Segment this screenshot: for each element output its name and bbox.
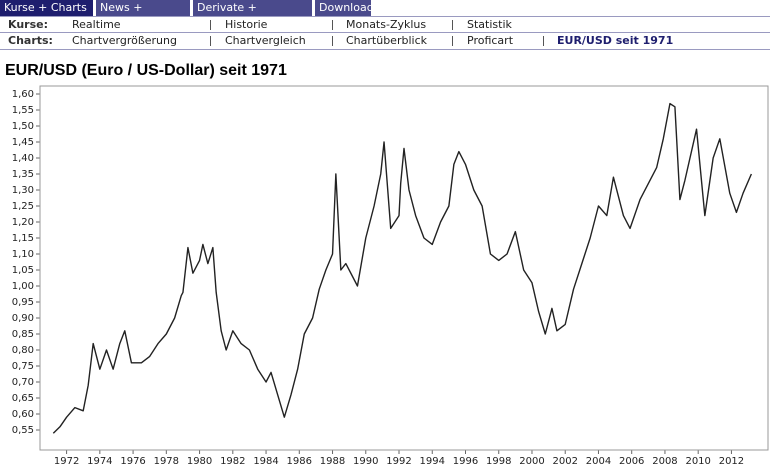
tab[interactable]: Derivate + Zertifikate bbox=[193, 0, 312, 30]
y-tick-label: 0,95 bbox=[12, 297, 34, 308]
separator bbox=[543, 36, 544, 46]
separator bbox=[452, 36, 453, 46]
y-tick-label: 1,25 bbox=[12, 201, 34, 212]
chart: 0,55 0,60 0,65 0,70 0,75 0,80 0,85 0,90 0,95 1,00… bbox=[12, 85, 769, 467]
nav-link[interactable]: Statistik bbox=[467, 18, 512, 31]
price-line bbox=[52, 102, 753, 434]
x-tick-label: 2012 bbox=[719, 456, 744, 467]
y-tick-label: 1,60 bbox=[12, 89, 34, 100]
x-tick-label: 2006 bbox=[619, 456, 644, 467]
y-tick-label: 0,75 bbox=[12, 361, 34, 372]
nav-row: Kurse: Realtime Historie Monats-Zyklus S… bbox=[0, 16, 770, 33]
x-tick-label: 1982 bbox=[220, 456, 245, 467]
y-tick-label: 1,55 bbox=[12, 105, 34, 116]
chart-title: EUR/USD (Euro / US-Dollar) seit 1971 bbox=[5, 62, 287, 79]
y-tick-label: 0,80 bbox=[12, 345, 34, 356]
y-tick-label: 1,10 bbox=[12, 249, 34, 260]
x-tick-label: 1990 bbox=[353, 456, 378, 467]
nav-label: Kurse: bbox=[8, 18, 48, 31]
separator bbox=[452, 20, 453, 30]
x-tick-label: 1972 bbox=[54, 456, 79, 467]
tab[interactable]: Download bbox=[315, 0, 374, 16]
y-tick-label: 1,40 bbox=[12, 153, 34, 164]
y-tick-label: 1,15 bbox=[12, 233, 34, 244]
y-tick-label: 0,65 bbox=[12, 393, 34, 404]
x-tick-label: 2004 bbox=[586, 456, 611, 467]
plot-frame bbox=[39, 85, 769, 451]
y-tick-label: 0,70 bbox=[12, 377, 34, 388]
nav-link-current[interactable]: EUR/USD seit 1971 bbox=[557, 34, 674, 47]
x-tick-label: 1974 bbox=[87, 456, 112, 467]
x-tick-label: 1984 bbox=[253, 456, 278, 467]
nav-link[interactable]: Chartvergrößerung bbox=[72, 34, 177, 47]
y-tick-label: 1,45 bbox=[12, 137, 34, 148]
separator bbox=[210, 36, 211, 46]
separator bbox=[332, 20, 333, 30]
y-tick-label: 1,20 bbox=[12, 217, 34, 228]
y-tick-label: 1,30 bbox=[12, 185, 34, 196]
nav-link[interactable]: Chartvergleich bbox=[225, 34, 306, 47]
x-tick-label: 2010 bbox=[685, 456, 710, 467]
y-tick-label: 0,60 bbox=[12, 409, 34, 420]
nav-link[interactable]: Chartüberblick bbox=[346, 34, 427, 47]
y-tick-label: 0,85 bbox=[12, 329, 34, 340]
x-tick-label: 1994 bbox=[420, 456, 445, 467]
x-tick-label: 1996 bbox=[453, 456, 478, 467]
tab[interactable]: News + Analysen bbox=[96, 0, 190, 30]
y-tick-label: 1,00 bbox=[12, 281, 34, 292]
y-tick-label: 1,50 bbox=[12, 121, 34, 132]
nav-link[interactable]: Proficart bbox=[467, 34, 514, 47]
y-tick-label: 1,05 bbox=[12, 265, 34, 276]
nav-link[interactable]: Realtime bbox=[72, 18, 121, 31]
x-tick-label: 1998 bbox=[486, 456, 511, 467]
nav-link[interactable]: Historie bbox=[225, 18, 268, 31]
nav-link[interactable]: Monats-Zyklus bbox=[346, 18, 427, 31]
x-tick-label: 1988 bbox=[320, 456, 345, 467]
x-tick-label: 2002 bbox=[552, 456, 577, 467]
y-tick-label: 0,90 bbox=[12, 313, 34, 324]
nav-label: Charts: bbox=[8, 34, 53, 47]
x-tick-label: 1976 bbox=[120, 456, 145, 467]
tab[interactable]: Kurse + Charts bbox=[0, 0, 93, 16]
y-tick-label: 1,35 bbox=[12, 169, 34, 180]
nav-row: Charts: Chartvergrößerung Chartvergleich… bbox=[0, 32, 770, 50]
x-tick-label: 1986 bbox=[287, 456, 312, 467]
x-tick-label: 1992 bbox=[386, 456, 411, 467]
separator bbox=[332, 36, 333, 46]
separator bbox=[210, 20, 211, 30]
x-tick-label: 1978 bbox=[154, 456, 179, 467]
x-tick-label: 1980 bbox=[187, 456, 212, 467]
x-tick-label: 2000 bbox=[519, 456, 544, 467]
x-tick-label: 2008 bbox=[652, 456, 677, 467]
y-tick-label: 0,55 bbox=[12, 425, 34, 436]
